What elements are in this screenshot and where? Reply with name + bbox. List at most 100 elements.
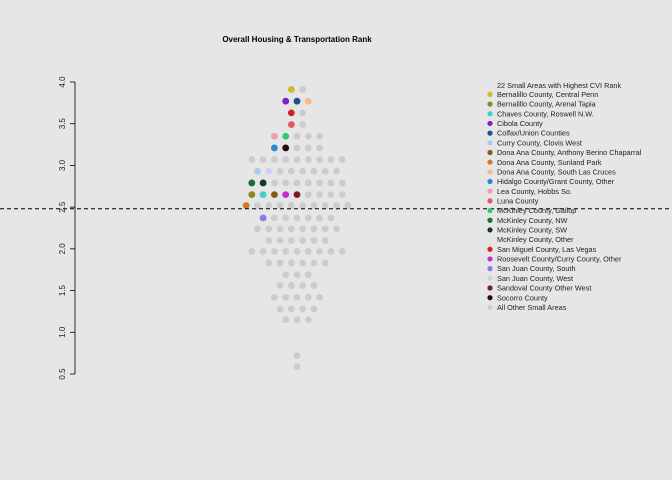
other-point [293,271,301,279]
other-point [304,156,312,163]
y-tick-label: 3.0 [58,159,67,171]
highlighted-point [248,179,256,187]
other-point [299,167,307,175]
other-point [287,305,295,313]
other-point [293,363,301,370]
legend-label: McKinley County, Gallup [497,206,576,215]
other-point [333,167,340,175]
legend-swatch [487,159,493,165]
y-tick-label: 3.5 [58,118,67,130]
y-tick-label: 1.5 [58,284,67,296]
legend-label: San Juan County, South [497,264,576,273]
legend-swatch [487,207,493,214]
other-point [321,225,329,233]
other-point [287,167,295,175]
other-point [316,179,323,187]
legend: 22 Small Areas with Highest CVI Rank Ber… [487,81,642,312]
legend-label: McKinley County, SW [497,226,567,235]
other-point [259,247,267,255]
other-point [276,202,284,209]
chart-title: Overall Housing & Transportation Rank [222,35,372,44]
other-point [271,179,278,187]
other-point [293,247,301,255]
other-point [321,202,329,209]
legend-label: Cibola County [497,119,543,128]
legend-swatch [487,101,493,107]
other-point [333,225,340,233]
other-point [282,214,290,222]
other-point [276,305,284,313]
other-point [338,247,346,255]
other-point [276,259,284,267]
other-point [299,225,307,233]
other-point [276,237,284,244]
other-point [276,282,284,289]
legend-swatch [487,295,493,301]
other-point [304,214,312,222]
other-point [327,179,335,187]
data-points [242,86,352,370]
other-point [338,191,346,199]
highlighted-point [242,202,250,209]
highlighted-point [287,109,295,117]
highlighted-point [259,179,267,187]
legend-label: Socorro County [497,293,548,302]
other-point [310,225,318,233]
other-point [304,191,312,199]
highlighted-point [282,132,290,140]
other-point [327,156,335,163]
other-point [282,247,290,255]
y-tick-label: 4.0 [58,76,67,88]
other-point [248,247,256,255]
highlighted-point [287,86,295,93]
legend-swatch [487,275,493,281]
legend-label: Roosevelt County/Curry County, Other [497,255,622,264]
legend-label: Dona Ana County, Anthony Berino Chaparra… [497,148,642,157]
other-point [299,121,307,128]
legend-label: McKinley County, NW [497,216,568,225]
legend-label: Bernalillo County, Arenal Tapia [497,100,597,109]
other-point [287,225,295,233]
legend-label: Lea County, Hobbs So. [497,187,572,196]
legend-swatch [487,140,493,146]
other-point [293,179,301,187]
legend-label: Curry County, Clovis West [497,138,582,147]
legend-label: Hidalgo County/Grant County, Other [497,177,615,186]
other-point [265,225,273,233]
y-tick-label: 2.0 [58,243,67,255]
other-point [287,259,295,267]
highlighted-point [287,121,295,128]
legend-label: Luna County [497,196,539,205]
highlighted-point [271,144,278,152]
other-point [316,144,323,152]
other-point [254,225,261,233]
other-point [344,202,352,209]
other-point [299,109,307,117]
other-point [316,214,323,222]
highlighted-point [259,191,267,199]
y-tick-label: 2.5 [58,201,67,213]
other-point [310,237,318,244]
other-point [316,247,323,255]
other-point [338,179,346,187]
other-point [276,167,284,175]
legend-label: Dona Ana County, South Las Cruces [497,167,616,176]
legend-label: Colfax/Union Counties [497,129,570,138]
legend-swatch [487,198,493,204]
other-point [327,214,335,222]
y-tick-label: 1.0 [58,326,67,338]
other-point [299,259,307,267]
other-point [321,237,329,244]
legend-title: 22 Small Areas with Highest CVI Rank [497,81,621,90]
other-point [310,305,318,313]
other-point [304,144,312,152]
highlighted-point [282,144,290,152]
legend-swatch [487,256,493,262]
highlighted-point [293,191,301,199]
other-point [321,259,329,267]
other-point [299,305,307,313]
highlighted-point [254,167,261,175]
legend-label: All Other Small Areas [497,303,567,312]
legend-label: McKinley County, Other [497,235,574,244]
